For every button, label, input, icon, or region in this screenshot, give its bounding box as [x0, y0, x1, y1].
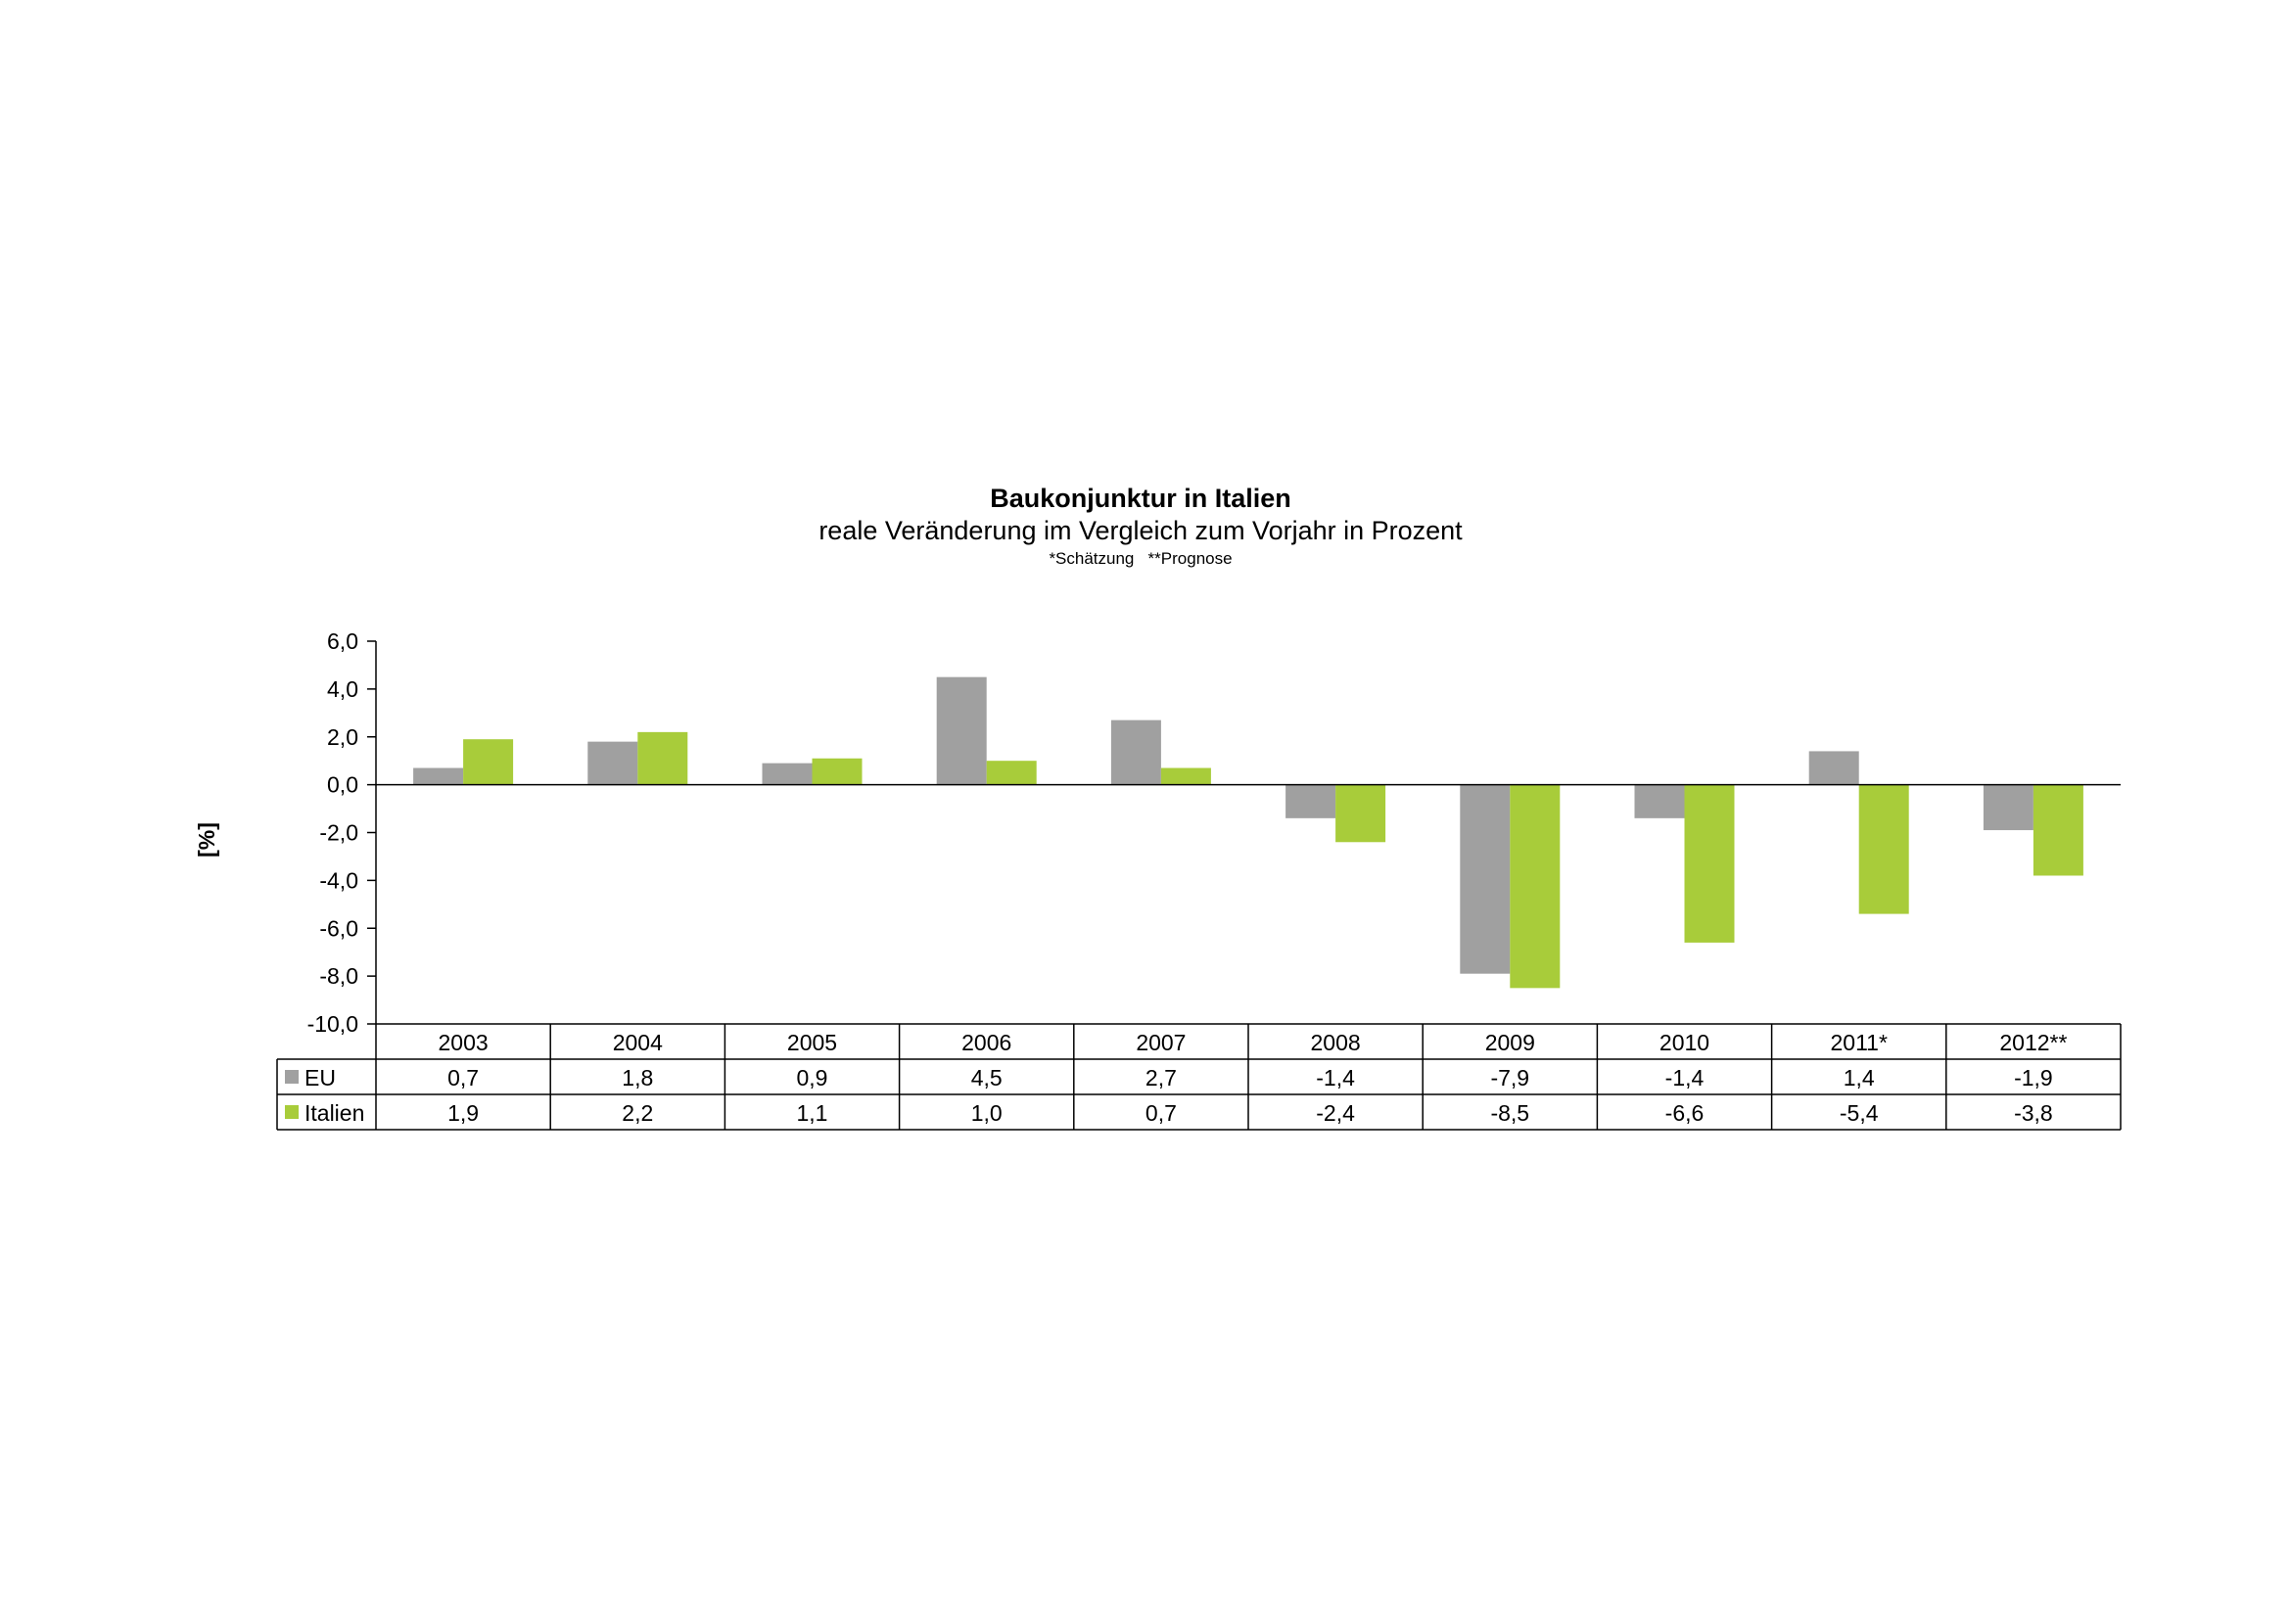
data-label-italien: 2,2 [622, 1100, 653, 1126]
data-table: 2003 2004 2005 2006 2007 2008 2009 2010 2011* 201… [276, 1023, 2122, 1131]
bar-eu-2008 [1285, 784, 1336, 818]
data-label-italien: 1,0 [971, 1100, 1003, 1126]
bar-eu-2004 [587, 741, 638, 785]
bar-italien-2011 [1858, 784, 1909, 914]
x-tick-label: 2012** [1999, 1030, 2067, 1055]
data-label-italien: -6,6 [1665, 1100, 1705, 1126]
bar-italien-2012 [2033, 784, 2083, 876]
bar-italien-2007 [1160, 767, 1211, 785]
data-label-eu: 4,5 [971, 1065, 1003, 1090]
bar-italien-2004 [637, 731, 688, 785]
y-tick-label: -4,0 [319, 867, 358, 893]
data-label-italien: 1,9 [447, 1100, 479, 1126]
data-label-italien: -3,8 [2014, 1100, 2053, 1126]
bars [376, 676, 2121, 989]
data-label-eu: -1,9 [2014, 1065, 2053, 1090]
y-axis: 6,0 4,0 2,0 0,0 -2,0 -4,0 -6,0 -8,0 -10,0 [307, 628, 377, 1037]
legend-label-eu: EU [304, 1065, 336, 1090]
data-label-italien: -8,5 [1490, 1100, 1529, 1126]
bar-italien-2009 [1510, 784, 1561, 989]
y-tick-label: 6,0 [327, 628, 358, 654]
data-label-italien: 0,7 [1145, 1100, 1177, 1126]
bar-eu-2010 [1634, 784, 1685, 818]
y-tick-label: -2,0 [319, 820, 358, 846]
x-tick-label: 2004 [613, 1030, 663, 1055]
x-tick-label: 2010 [1659, 1030, 1709, 1055]
bar-italien-2003 [463, 739, 514, 785]
y-tick-label: -10,0 [307, 1011, 358, 1037]
bar-eu-2011 [1808, 751, 1859, 785]
data-label-eu: 0,7 [447, 1065, 479, 1090]
y-tick-label: -8,0 [319, 963, 358, 989]
data-label-italien: -2,4 [1316, 1100, 1355, 1126]
x-tick-label: 2005 [787, 1030, 837, 1055]
chart-subtitle: reale Veränderung im Vergleich zum Vorja… [818, 516, 1463, 545]
data-label-eu: 1,8 [622, 1065, 653, 1090]
bar-italien-2005 [812, 758, 863, 785]
y-tick-label: 0,0 [327, 772, 358, 798]
data-label-eu: -1,4 [1316, 1065, 1355, 1090]
bar-eu-2009 [1460, 784, 1511, 974]
legend-swatch-eu [285, 1070, 299, 1084]
bar-italien-2010 [1684, 784, 1735, 943]
bar-eu-2007 [1110, 719, 1161, 785]
data-label-eu: -1,4 [1665, 1065, 1705, 1090]
chart-title: Baukonjunktur in Italien [990, 484, 1291, 513]
x-tick-label: 2009 [1485, 1030, 1535, 1055]
legend-label-italien: Italien [304, 1100, 364, 1126]
data-label-eu: 1,4 [1844, 1065, 1875, 1090]
data-label-italien: 1,1 [797, 1100, 828, 1126]
bar-italien-2008 [1335, 784, 1386, 843]
x-tick-label: 2008 [1311, 1030, 1361, 1055]
x-tick-label: 2003 [439, 1030, 489, 1055]
bar-italien-2006 [986, 761, 1037, 785]
legend-swatch-italien [285, 1105, 299, 1119]
bar-eu-2005 [762, 763, 813, 785]
y-tick-label: -6,0 [319, 915, 358, 941]
x-tick-label: 2011* [1830, 1030, 1887, 1055]
x-tick-label: 2006 [961, 1030, 1011, 1055]
data-label-eu: -7,9 [1490, 1065, 1529, 1090]
data-label-eu: 0,9 [797, 1065, 828, 1090]
chart-note: *Schätzung **Prognose [1049, 549, 1232, 568]
data-label-italien: -5,4 [1840, 1100, 1879, 1126]
x-tick-label: 2007 [1136, 1030, 1186, 1055]
y-tick-label: 4,0 [327, 676, 358, 702]
data-label-eu: 2,7 [1145, 1065, 1177, 1090]
bar-eu-2003 [413, 767, 464, 785]
y-tick-label: 2,0 [327, 724, 358, 750]
y-axis-label: [%] [194, 822, 219, 858]
bar-eu-2012 [1983, 784, 2033, 831]
bar-eu-2006 [936, 676, 987, 785]
